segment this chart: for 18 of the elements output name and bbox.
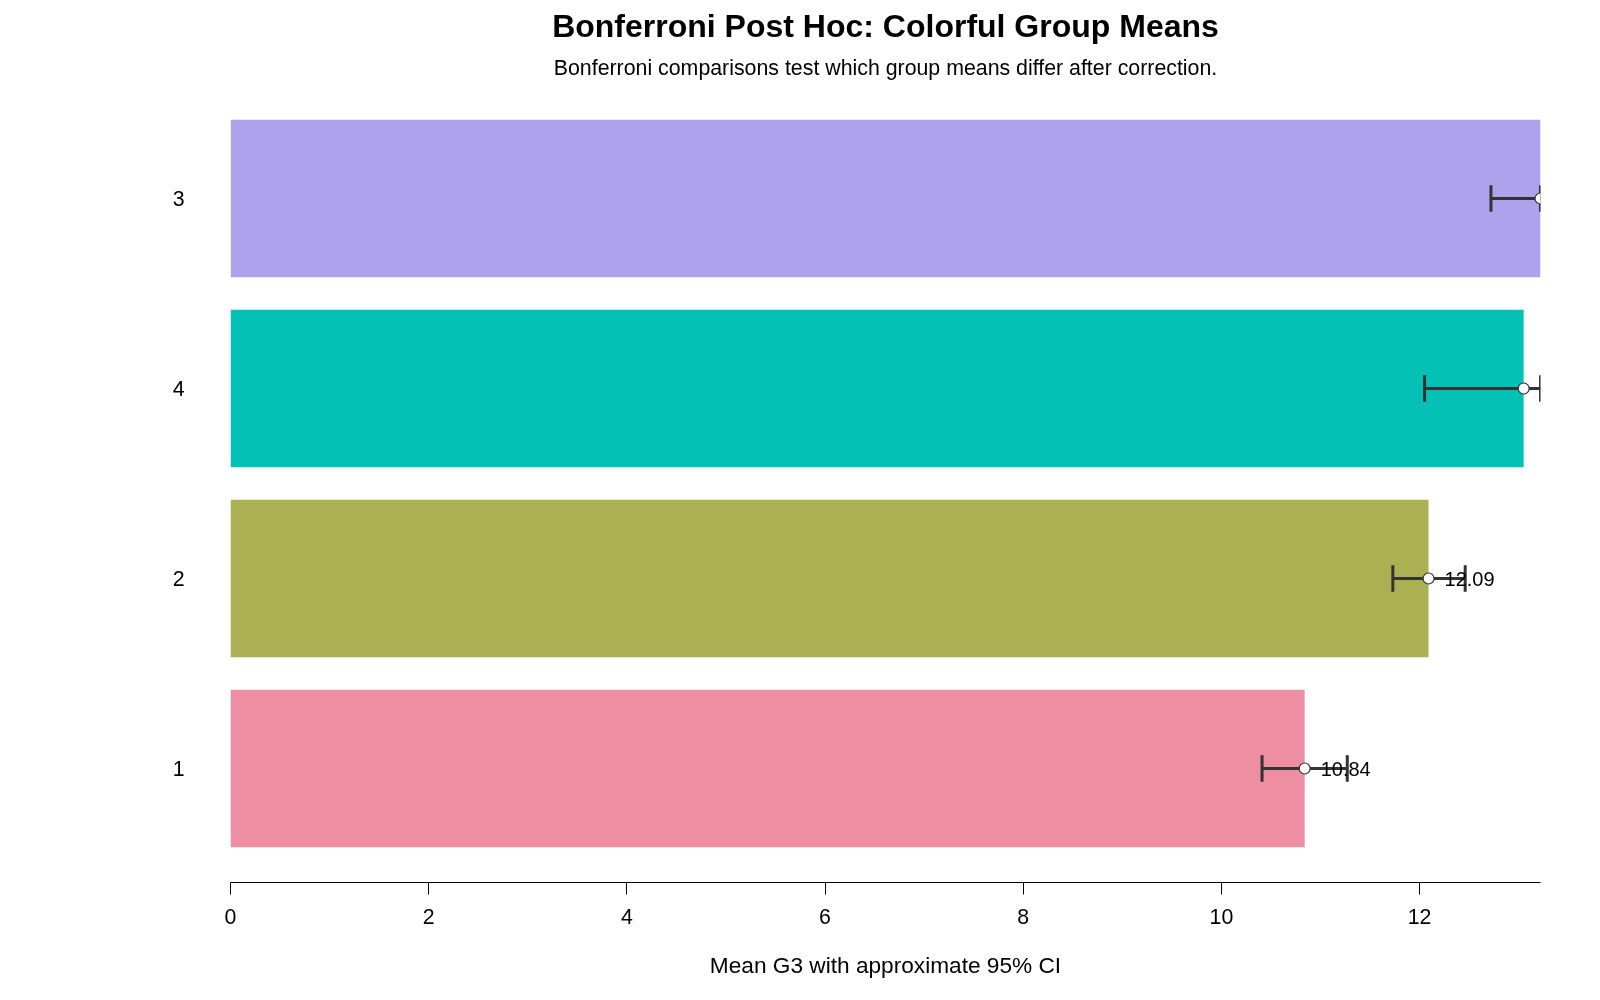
x-tick-label: 10 bbox=[1209, 904, 1234, 929]
chart-subtitle: Bonferroni comparisons test which group means differ after correction. bbox=[553, 55, 1218, 80]
y-tick-label: 4 bbox=[172, 377, 185, 401]
bar bbox=[230, 309, 1524, 468]
x-tick-label: 12 bbox=[1407, 904, 1432, 929]
x-tick-label: 4 bbox=[620, 904, 633, 929]
x-tick-label: 6 bbox=[819, 904, 831, 929]
x-axis-title: Mean G3 with approximate 95% CI bbox=[709, 951, 1062, 978]
bar bbox=[230, 499, 1429, 658]
chart-title: Bonferroni Post Hoc: Colorful Group Means bbox=[552, 7, 1219, 44]
x-tick-label: 8 bbox=[1017, 904, 1030, 929]
x-tick-label: 2 bbox=[422, 904, 435, 929]
y-tick-label: 2 bbox=[172, 567, 185, 591]
y-tick-label: 3 bbox=[172, 187, 185, 211]
y-tick-label: 1 bbox=[172, 757, 185, 781]
bar bbox=[230, 119, 1541, 278]
x-tick-label: 0 bbox=[224, 904, 237, 929]
bar bbox=[230, 689, 1305, 848]
